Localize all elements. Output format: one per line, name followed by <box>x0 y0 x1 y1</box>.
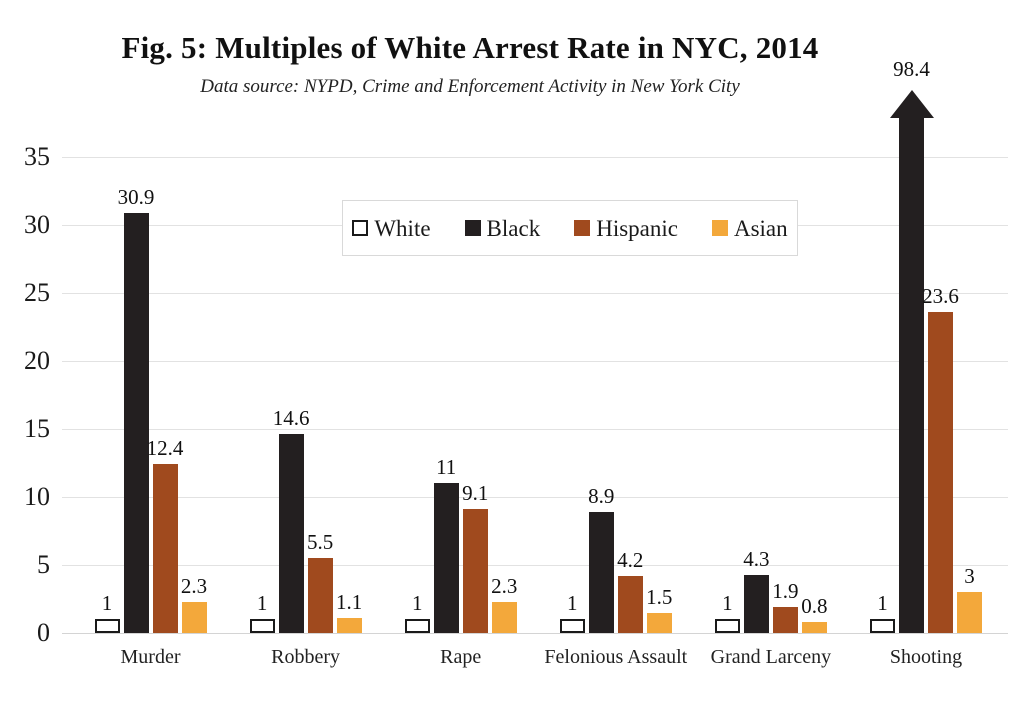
legend-swatch-asian <box>711 220 728 236</box>
y-axis-tick-label-25: 25 <box>24 278 50 307</box>
x-axis-category-label-shooting: Shooting <box>889 646 963 668</box>
bar-value-label-white-felonious-assault: 1 <box>567 591 578 616</box>
bar-asian-grand-larceny <box>801 622 827 633</box>
x-axis-category-label-robbery: Robbery <box>271 646 341 668</box>
x-axis-category-label-felonious-assault: Felonious Assault <box>544 646 688 668</box>
legend: White Black Hispanic Asian <box>342 200 798 256</box>
y-axis-tick-label-15: 15 <box>24 414 50 443</box>
bar-asian-shooting <box>957 592 982 633</box>
bar-white-rape <box>404 619 430 633</box>
chart-title: Fig. 5: Multiples of White Arrest Rate i… <box>121 30 819 65</box>
gridline-15 <box>62 429 1008 430</box>
bar-hispanic-robbery <box>307 558 333 633</box>
gridline-10 <box>62 497 1008 498</box>
bar-hispanic-rape <box>462 509 488 633</box>
legend-item-hispanic: Hispanic <box>574 217 678 240</box>
bar-value-label-asian-rape: 2.3 <box>491 573 518 598</box>
bar-white-grand-larceny <box>714 619 740 633</box>
bar-value-label-black-shooting: 98.4 <box>893 57 930 81</box>
bar-value-label-hispanic-rape: 9.1 <box>462 481 489 506</box>
bar-white-felonious-assault <box>559 619 585 633</box>
bar-white-shooting <box>870 619 895 633</box>
clipped-bar-arrowhead-shooting <box>889 90 934 118</box>
bar-value-label-black-felonious-assault: 8.9 <box>588 483 615 508</box>
bar-value-label-hispanic-robbery: 5.5 <box>306 530 334 555</box>
legend-item-asian: Asian <box>711 215 788 241</box>
legend-swatch-white <box>352 220 369 236</box>
y-axis-tick-label-30: 30 <box>24 210 50 239</box>
bar-value-label-hispanic-grand-larceny: 1.9 <box>772 579 799 604</box>
legend-label-asian: Asian <box>733 215 788 241</box>
legend-item-white: White <box>352 215 431 241</box>
legend-label-white: White <box>374 215 431 241</box>
bar-value-label-black-rape: 11 <box>436 455 457 480</box>
bar-hispanic-felonious-assault <box>617 575 643 633</box>
x-axis-category-label-murder: Murder <box>120 646 181 668</box>
bar-asian-felonious-assault <box>646 612 672 633</box>
legend-label-hispanic: Hispanic <box>596 215 678 241</box>
y-axis-tick-label-5: 5 <box>37 550 50 579</box>
bar-black-murder <box>123 212 149 633</box>
bar-value-label-asian-felonious-assault: 1.5 <box>646 584 673 609</box>
bar-value-label-asian-robbery: 1.1 <box>335 590 363 615</box>
bar-value-label-white-murder: 1 <box>101 591 113 616</box>
bar-value-label-asian-shooting: 3 <box>964 564 975 589</box>
bar-black-robbery <box>278 434 304 633</box>
bar-value-label-white-robbery: 1 <box>256 591 268 616</box>
bar-value-label-white-rape: 1 <box>411 591 423 616</box>
bar-asian-robbery <box>336 618 362 633</box>
bar-value-label-hispanic-murder: 12.4 <box>146 436 184 461</box>
gridline-5 <box>62 565 1008 566</box>
bar-white-robbery <box>249 619 275 633</box>
legend-swatch-black <box>464 220 481 236</box>
gridline-35 <box>62 157 1008 158</box>
gridline-25 <box>62 293 1008 294</box>
y-axis-tick-label-20: 20 <box>24 346 50 375</box>
bar-white-murder <box>94 619 120 633</box>
chart-subtitle: Data source: NYPD, Crime and Enforcement… <box>200 76 740 97</box>
legend-item-black: Black <box>464 215 541 241</box>
gridline-20 <box>62 361 1008 362</box>
bar-value-label-hispanic-felonious-assault: 4.2 <box>617 547 644 572</box>
bar-hispanic-shooting <box>928 312 953 633</box>
bar-value-label-white-shooting: 1 <box>877 591 888 616</box>
bar-asian-rape <box>491 601 517 633</box>
y-axis-tick-label-35: 35 <box>24 142 50 171</box>
bar-value-label-hispanic-shooting: 23.6 <box>922 284 959 309</box>
bar-value-label-asian-murder: 2.3 <box>180 573 208 598</box>
x-axis-category-label-grand-larceny: Grand Larceny <box>710 646 832 668</box>
bar-value-label-black-grand-larceny: 4.3 <box>743 546 770 571</box>
bar-black-rape <box>433 483 459 633</box>
bar-asian-murder <box>181 601 207 633</box>
x-axis-category-label-rape: Rape <box>440 646 482 668</box>
bar-black-grand-larceny <box>743 574 769 633</box>
y-axis-tick-label-0: 0 <box>37 618 50 647</box>
bar-hispanic-murder <box>152 464 178 633</box>
bar-hispanic-grand-larceny <box>772 607 798 633</box>
clipped-bar-shaft-black-shooting <box>899 118 924 633</box>
gridline-0 <box>62 633 1008 634</box>
bar-value-label-black-robbery: 14.6 <box>272 406 310 431</box>
bar-black-felonious-assault <box>588 511 614 633</box>
bar-value-label-asian-grand-larceny: 0.8 <box>801 594 828 619</box>
legend-swatch-hispanic <box>574 220 591 236</box>
legend-label-black: Black <box>486 215 541 241</box>
bar-value-label-black-murder: 30.9 <box>117 184 155 209</box>
bar-value-label-white-grand-larceny: 1 <box>722 591 733 616</box>
y-axis-tick-label-10: 10 <box>24 482 50 511</box>
